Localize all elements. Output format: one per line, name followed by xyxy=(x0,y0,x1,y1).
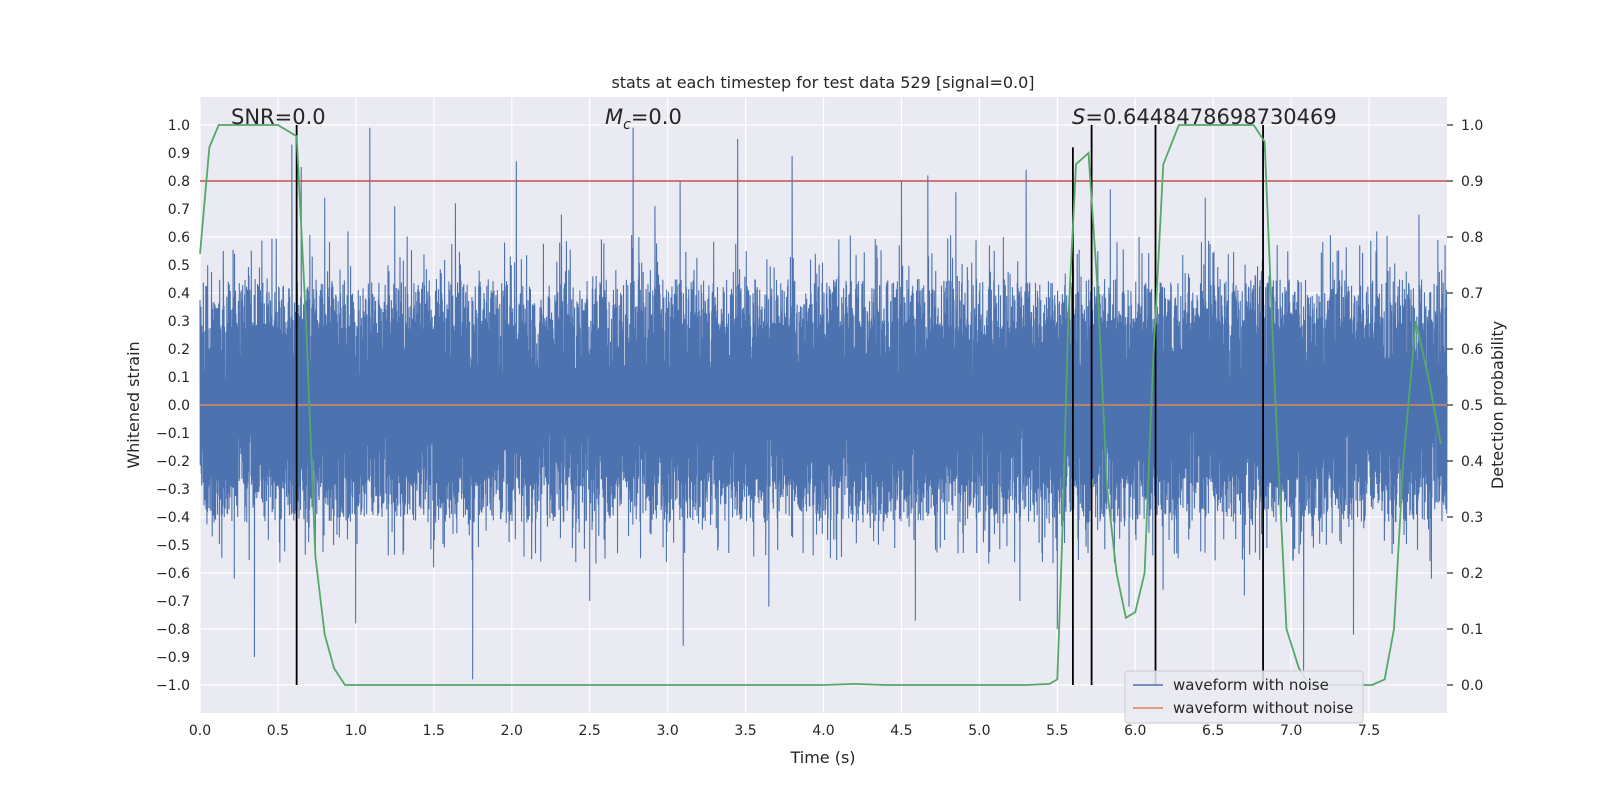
y-tick-label: 0.6 xyxy=(168,230,190,246)
annotation-snr: SNR=0.0 xyxy=(231,105,326,129)
noisy-waveform-series xyxy=(199,127,1448,680)
x-tick-label: 3.0 xyxy=(656,723,678,739)
x-tick-label: 6.0 xyxy=(1124,723,1146,739)
annotation-snr-value: 0.0 xyxy=(292,105,325,129)
y-tick-label: −0.9 xyxy=(156,650,190,666)
legend-box xyxy=(1124,670,1364,724)
y2-axis-label: Detection probability xyxy=(1488,321,1507,489)
y-axis-ticks: −1.0 −0.9 −0.8 −0.7 −0.6 −0.5 −0.4 −0.3 −0.2 −0.1… xyxy=(156,118,190,694)
y2-tick-label: 0.1 xyxy=(1461,622,1483,638)
annotation-mc: Mc=0.0 xyxy=(605,105,682,133)
event-markers xyxy=(295,125,1264,685)
legend: waveform with noise waveform without noi… xyxy=(1124,670,1364,724)
y-tick-label: 0.4 xyxy=(168,286,190,302)
y-tick-label: −0.4 xyxy=(156,510,190,526)
y-tick-label: −0.1 xyxy=(156,426,190,442)
annotation-s-symbol: S xyxy=(1072,105,1085,129)
annotation-s: S=0.6448478698730469 xyxy=(1072,105,1337,129)
x-tick-label: 5.5 xyxy=(1046,723,1068,739)
y2-tick-label: 0.8 xyxy=(1461,230,1483,246)
y-tick-label: −0.5 xyxy=(156,538,190,554)
x-tick-label: 7.5 xyxy=(1358,723,1380,739)
annotation-mc-value: =0.0 xyxy=(631,105,682,129)
x-tick-label: 2.5 xyxy=(579,723,601,739)
x-tick-label: 2.0 xyxy=(501,723,523,739)
y-tick-label: −0.2 xyxy=(156,454,190,470)
x-tick-label: 0.0 xyxy=(189,723,211,739)
y-tick-label: 0.7 xyxy=(168,202,190,218)
y2-tick-label: 0.2 xyxy=(1461,566,1483,582)
x-tick-label: 7.0 xyxy=(1280,723,1302,739)
noisy-waveform-line xyxy=(199,127,1448,680)
x-axis-ticks: 0.0 0.5 1.0 1.5 2.0 2.5 3.0 3.5 4.0 4.5 5.0 5.5 6.0 6… xyxy=(189,723,1380,739)
annotation-mc-symbol: M xyxy=(605,105,623,129)
y2-tick-label: 0.5 xyxy=(1461,398,1483,414)
y-tick-label: 0.3 xyxy=(168,314,190,330)
y-tick-label: −0.3 xyxy=(156,482,190,498)
x-tick-label: 1.5 xyxy=(423,723,445,739)
y2-tick-label: 0.0 xyxy=(1461,678,1483,694)
legend-label-clean: waveform without noise xyxy=(1173,699,1353,717)
x-tick-label: 1.0 xyxy=(345,723,367,739)
annotation-s-value: =0.6448478698730469 xyxy=(1085,105,1336,129)
legend-label-noisy: waveform with noise xyxy=(1173,676,1329,694)
y-tick-label: −1.0 xyxy=(156,678,190,694)
y-tick-label: 0.0 xyxy=(168,398,190,414)
y2-tick-label: 0.9 xyxy=(1461,174,1483,190)
y2-tick-label: 0.6 xyxy=(1461,342,1483,358)
y-tick-label: 0.1 xyxy=(168,370,190,386)
x-tick-label: 6.5 xyxy=(1202,723,1224,739)
y-tick-label: 0.9 xyxy=(168,146,190,162)
y2-tick-label: 0.3 xyxy=(1461,510,1483,526)
y2-tick-label: 1.0 xyxy=(1461,118,1483,134)
x-tick-label: 3.5 xyxy=(734,723,756,739)
y-tick-label: −0.8 xyxy=(156,622,190,638)
x-axis-label: Time (s) xyxy=(789,748,855,767)
y-tick-label: 0.2 xyxy=(168,342,190,358)
x-tick-label: 0.5 xyxy=(267,723,289,739)
y-tick-label: 1.0 xyxy=(168,118,190,134)
y2-tick-label: 0.7 xyxy=(1461,286,1483,302)
x-tick-label: 5.0 xyxy=(968,723,990,739)
y-tick-label: −0.7 xyxy=(156,594,190,610)
annotation-mc-subscript: c xyxy=(623,117,631,133)
chart-title: stats at each timestep for test data 529… xyxy=(611,73,1034,92)
y2-axis-ticks: 0.0 0.1 0.2 0.3 0.4 0.5 0.6 0.7 0.8 0.9 1.0 xyxy=(1447,118,1483,694)
y-tick-label: 0.8 xyxy=(168,174,190,190)
annotation-snr-prefix: SNR= xyxy=(231,105,292,129)
x-tick-label: 4.5 xyxy=(890,723,912,739)
y-axis-label: Whitened strain xyxy=(124,341,143,468)
y-tick-label: −0.6 xyxy=(156,566,190,582)
y-tick-label: 0.5 xyxy=(168,258,190,274)
y2-tick-label: 0.4 xyxy=(1461,454,1483,470)
x-tick-label: 4.0 xyxy=(812,723,834,739)
